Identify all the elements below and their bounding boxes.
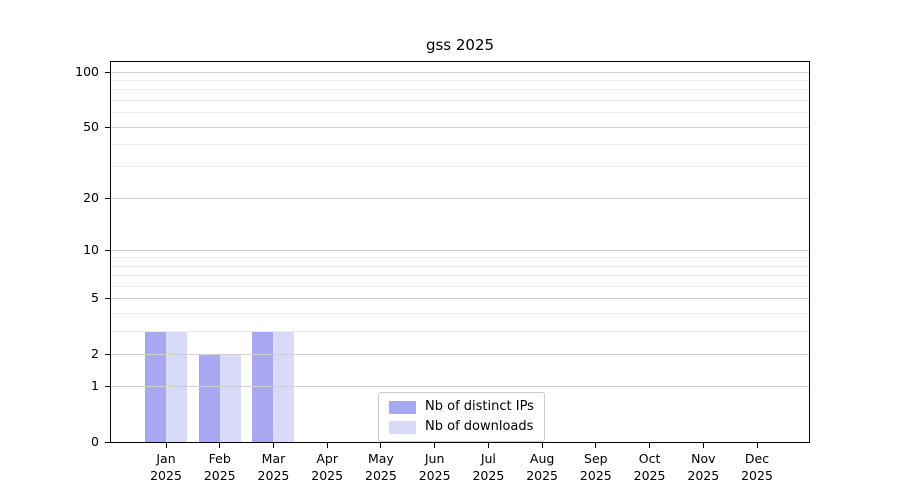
x-tick-month: Jan [156, 451, 176, 466]
x-tick-year: 2025 [150, 468, 182, 483]
x-tick-label: Jul 2025 [453, 450, 523, 484]
chart-title: gss 2025 [425, 36, 495, 54]
gridline-minor [111, 80, 809, 82]
y-tick-mark [105, 126, 110, 128]
legend: Nb of distinct IPs Nb of downloads [378, 392, 545, 442]
legend-swatch [389, 400, 416, 414]
x-tick-year: 2025 [257, 468, 290, 483]
x-tick-year: 2025 [633, 468, 666, 483]
y-tick-label: 2 [91, 345, 99, 361]
x-tick-mark [326, 443, 328, 448]
x-tick-month: Nov [691, 451, 716, 466]
x-tick-label: Aug 2025 [507, 450, 577, 484]
y-tick-mark [105, 298, 110, 300]
x-tick-year: 2025 [741, 468, 773, 483]
y-tick-mark [105, 442, 110, 443]
x-tick-month: Apr [316, 451, 338, 466]
bar-feb-distinct-ips [198, 353, 220, 442]
gridline-major [111, 126, 809, 128]
x-tick-year: 2025 [418, 468, 451, 483]
gridline-major [111, 249, 809, 251]
x-tick-label: Jun 2025 [400, 450, 470, 484]
gridline-major [111, 298, 809, 300]
y-tick-label: 50 [83, 118, 99, 134]
y-tick-label: 5 [91, 290, 99, 306]
x-tick-month: Mar [261, 451, 286, 466]
x-tick-mark [595, 443, 597, 448]
x-tick-label: Apr 2025 [292, 450, 362, 484]
x-tick-label: Dec 2025 [722, 450, 792, 484]
legend-swatch [389, 420, 416, 434]
gridline-minor [111, 257, 809, 259]
y-tick-mark [105, 197, 110, 199]
plot-area [110, 61, 810, 443]
gridline-major [111, 386, 809, 388]
x-tick-month: Feb [208, 451, 231, 466]
y-tick-label: 1 [91, 378, 99, 394]
y-tick-label: 0 [91, 434, 99, 449]
gridline-minor [111, 285, 809, 287]
gridline-minor [111, 144, 809, 146]
x-tick-label: Nov 2025 [668, 450, 738, 484]
x-tick-month: Aug [529, 451, 555, 466]
gridline-minor [111, 330, 809, 332]
y-tick-mark [105, 71, 110, 73]
gridline-minor [111, 275, 809, 277]
y-tick-label: 10 [83, 241, 99, 257]
x-tick-mark [702, 443, 704, 448]
x-tick-month: May [367, 451, 394, 466]
x-tick-month: Dec [744, 451, 770, 466]
gridline-major [111, 197, 809, 199]
x-tick-label: Oct 2025 [615, 450, 685, 484]
y-tick-label: 100 [75, 63, 99, 79]
gridline-minor [111, 89, 809, 91]
x-tick-mark [487, 443, 489, 448]
legend-item-distinct-ips: Nb of distinct IPs [389, 399, 534, 415]
gridline-minor [111, 99, 809, 101]
x-tick-year: 2025 [579, 468, 612, 483]
x-tick-year: 2025 [472, 468, 505, 483]
x-tick-mark [272, 443, 274, 448]
legend-label: Nb of downloads [425, 419, 534, 434]
x-tick-year: 2025 [203, 468, 236, 483]
gridline-minor [111, 312, 809, 314]
x-tick-label: May 2025 [346, 450, 416, 484]
gridline-major [111, 71, 809, 73]
gridline-minor [111, 265, 809, 267]
y-tick-mark [105, 353, 110, 355]
x-tick-mark [756, 443, 758, 448]
y-tick-mark [105, 249, 110, 251]
x-tick-year: 2025 [687, 468, 720, 483]
x-tick-year: 2025 [365, 468, 397, 483]
legend-label: Nb of distinct IPs [425, 399, 534, 414]
x-tick-mark [165, 443, 167, 448]
x-tick-mark [434, 443, 436, 448]
gridline-minor [111, 112, 809, 114]
y-tick-label: 20 [83, 189, 99, 205]
x-tick-month: Oct [638, 451, 661, 466]
x-tick-month: Sep [584, 451, 608, 466]
x-tick-label: Feb 2025 [185, 450, 255, 484]
x-tick-year: 2025 [526, 468, 559, 483]
x-tick-label: Jan 2025 [131, 450, 201, 484]
x-tick-mark [219, 443, 221, 448]
x-tick-year: 2025 [311, 468, 344, 483]
gridline-major [111, 353, 809, 355]
x-tick-mark [380, 443, 382, 448]
x-tick-label: Sep 2025 [561, 450, 631, 484]
x-tick-month: Jun [424, 451, 445, 466]
x-tick-mark [541, 443, 543, 448]
gridline-minor [111, 166, 809, 168]
x-tick-mark [649, 443, 651, 448]
legend-item-downloads: Nb of downloads [389, 419, 534, 435]
bar-feb-downloads [219, 353, 241, 442]
x-tick-month: Jul [480, 451, 496, 466]
y-tick-mark [105, 386, 110, 388]
x-tick-label: Mar 2025 [238, 450, 308, 484]
